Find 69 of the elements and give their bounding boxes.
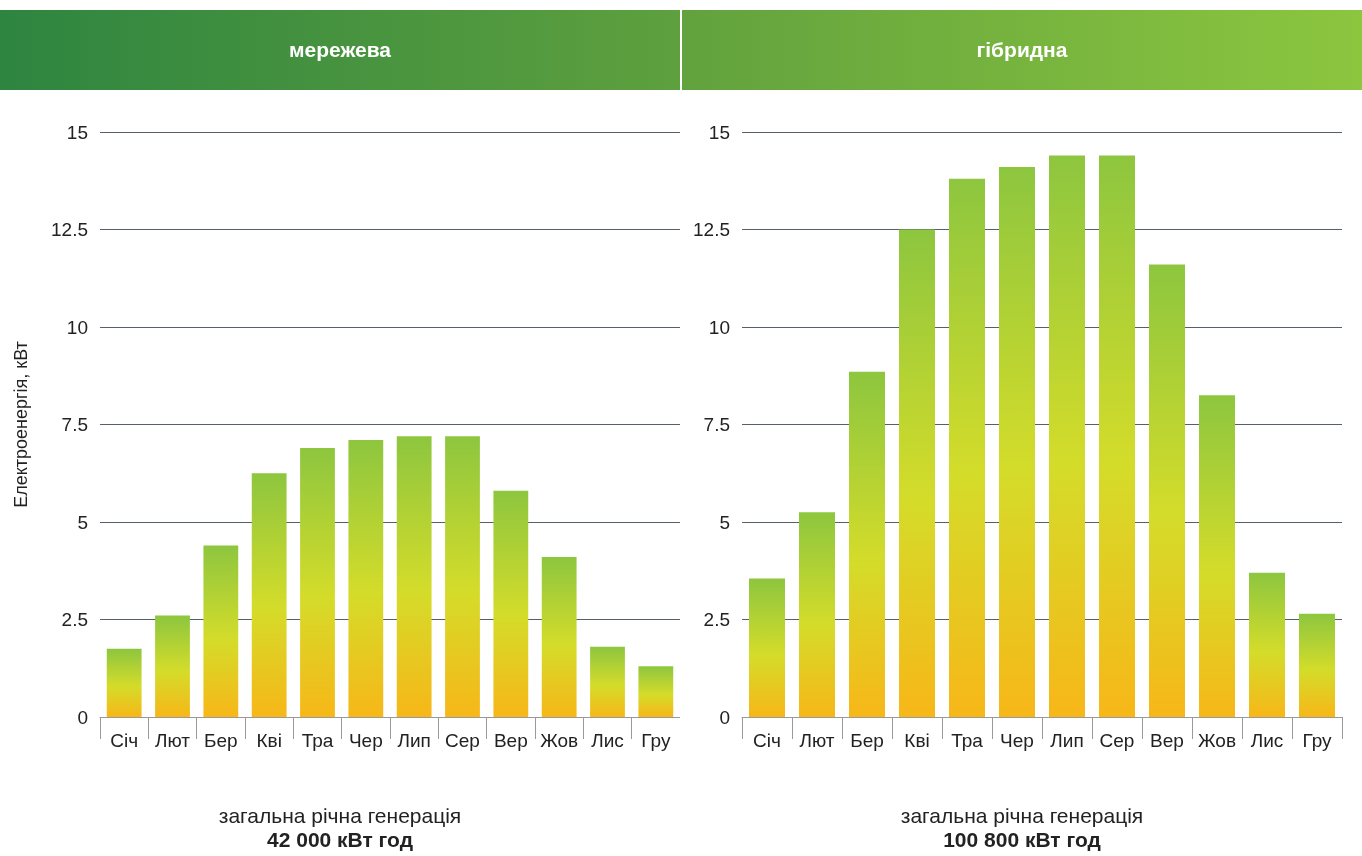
y-tick-label: 10 <box>708 316 730 338</box>
bar <box>203 545 239 717</box>
x-tick-label: Вер <box>1150 730 1184 751</box>
y-tick-label: 5 <box>77 511 88 533</box>
bar <box>1249 572 1285 717</box>
y-axis-title: Електроенергія, кВт <box>11 341 31 508</box>
x-tick-label: Жов <box>540 730 579 751</box>
x-tick-label: Бер <box>204 730 238 751</box>
y-tick-label: 12.5 <box>51 219 88 240</box>
x-tick-label: Тра <box>951 730 984 751</box>
x-tick-label: Сер <box>1099 730 1135 751</box>
y-tick-label: 2.5 <box>61 609 88 630</box>
x-tick-label: Лют <box>799 730 835 751</box>
x-tick-label: Лют <box>154 730 191 751</box>
x-tick-label: Кві <box>256 730 282 751</box>
bar <box>999 167 1035 717</box>
x-tick-label: Лис <box>591 730 624 751</box>
bar <box>849 371 885 717</box>
bar <box>1299 613 1335 717</box>
x-tick-label: Січ <box>753 730 781 751</box>
x-tick-label: Вер <box>493 730 528 751</box>
text: 42 000 кВт год <box>266 828 414 852</box>
bar <box>155 615 190 717</box>
bar <box>300 447 335 717</box>
y-tick-label: 12.5 <box>693 219 730 240</box>
bar <box>1199 395 1235 717</box>
y-tick-label: 15 <box>708 121 730 143</box>
x-tick-label: Січ <box>110 730 139 751</box>
bar <box>493 490 529 717</box>
x-tick-label: Тра <box>301 730 334 751</box>
bar <box>251 473 287 717</box>
bar <box>899 229 935 717</box>
y-tick-label: 15 <box>66 121 88 143</box>
x-tick-label: Жов <box>1198 730 1236 751</box>
bar <box>445 436 480 717</box>
bar <box>106 648 142 717</box>
y-tick-label: 7.5 <box>61 414 88 435</box>
x-tick-label: Лип <box>1050 730 1084 751</box>
bar <box>799 512 835 717</box>
text: загальна річна генерація <box>217 804 463 828</box>
x-tick-label: Лип <box>397 730 431 751</box>
bar <box>1099 155 1135 717</box>
x-tick-label: Лис <box>1250 730 1284 751</box>
y-tick-label: 0 <box>77 706 88 728</box>
bar <box>949 178 985 717</box>
y-tick-label: 0 <box>719 706 730 728</box>
y-tick-label: 2.5 <box>703 609 730 630</box>
bar <box>348 440 384 717</box>
bar <box>1149 264 1185 717</box>
y-tick-label: 10 <box>66 316 88 338</box>
bar <box>749 578 785 717</box>
chart-title: мережева <box>0 10 680 90</box>
x-tick-label: Сер <box>445 730 480 751</box>
bar <box>1049 155 1085 717</box>
x-tick-label: Чер <box>348 730 383 751</box>
text: загальна річна генерація <box>899 804 1145 828</box>
x-tick-label: Бер <box>850 730 884 751</box>
bar <box>590 646 625 717</box>
bar <box>541 557 577 717</box>
x-tick-label: Гру <box>641 730 671 751</box>
bar <box>638 666 674 717</box>
chart-title: гібридна <box>682 10 1362 90</box>
y-tick-label: 7.5 <box>703 414 730 435</box>
text: 100 800 кВт год <box>942 828 1102 852</box>
x-tick-label: Гру <box>1302 730 1333 751</box>
x-tick-label: Кві <box>904 730 930 751</box>
y-tick-label: 5 <box>719 511 730 533</box>
bar <box>396 436 432 717</box>
x-tick-label: Чер <box>1000 730 1034 751</box>
